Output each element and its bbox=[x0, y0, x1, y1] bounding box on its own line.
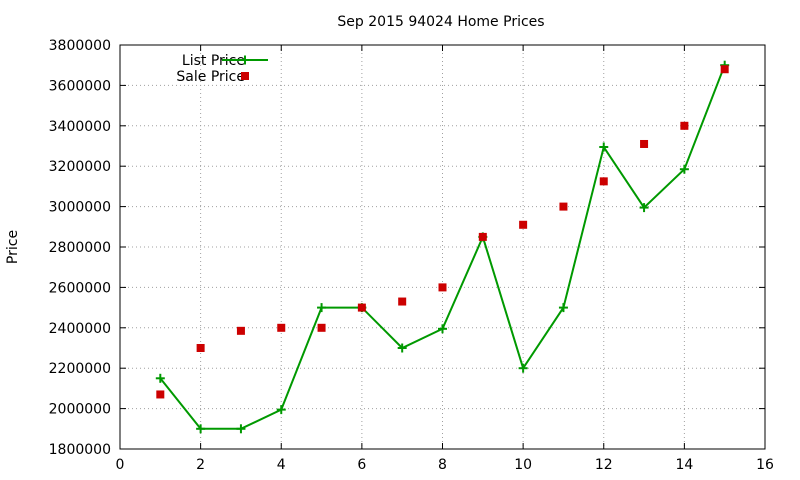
legend-label: Sale Price bbox=[176, 69, 245, 85]
x-tick-label: 0 bbox=[116, 457, 125, 473]
legend-item: List Price bbox=[182, 53, 268, 69]
data-point bbox=[720, 65, 729, 74]
data-point bbox=[558, 303, 568, 313]
data-point bbox=[398, 297, 407, 306]
data-point bbox=[277, 323, 286, 332]
y-tick-label: 3800000 bbox=[49, 38, 111, 54]
series-sale-price bbox=[156, 65, 729, 399]
x-tick-label: 16 bbox=[756, 457, 774, 473]
data-point bbox=[438, 324, 447, 334]
data-point bbox=[559, 202, 568, 211]
data-point bbox=[156, 390, 165, 399]
data-point bbox=[236, 326, 245, 335]
x-tick-label: 12 bbox=[595, 457, 613, 473]
data-point bbox=[438, 283, 447, 292]
legend-marker bbox=[241, 72, 249, 80]
data-point bbox=[357, 303, 366, 312]
y-tick-label: 2200000 bbox=[49, 361, 111, 377]
series-layer bbox=[155, 60, 730, 434]
data-point bbox=[639, 203, 649, 213]
x-tick-label: 6 bbox=[357, 457, 366, 473]
data-point bbox=[679, 164, 689, 174]
data-point bbox=[276, 405, 286, 415]
x-tick-label: 2 bbox=[196, 457, 205, 473]
y-tick-label: 3200000 bbox=[49, 159, 111, 175]
legend-label: List Price bbox=[182, 53, 245, 69]
y-tick-label: 3400000 bbox=[49, 119, 111, 135]
data-point bbox=[640, 139, 649, 148]
data-point bbox=[680, 121, 689, 130]
chart-title: Sep 2015 94024 Home Prices bbox=[337, 14, 544, 30]
x-tick-label: 14 bbox=[675, 457, 693, 473]
y-tick-label: 1800000 bbox=[49, 442, 111, 458]
data-point bbox=[155, 373, 165, 383]
data-point bbox=[397, 343, 407, 353]
y-tick-label: 2400000 bbox=[49, 321, 111, 337]
x-tick-label: 10 bbox=[514, 457, 532, 473]
data-point bbox=[196, 424, 206, 434]
data-point bbox=[599, 177, 608, 186]
data-point bbox=[317, 303, 327, 313]
y-tick-label: 3000000 bbox=[49, 200, 111, 216]
x-tick-label: 4 bbox=[277, 457, 286, 473]
x-tick-label: 8 bbox=[438, 457, 447, 473]
data-point bbox=[478, 232, 487, 241]
y-tick-label: 3600000 bbox=[49, 78, 111, 94]
y-tick-label: 2800000 bbox=[49, 240, 111, 256]
axis-ticks: 0 2 4 6 8 10 12 14 16 1800000 2000000 2200000 240000… bbox=[49, 38, 774, 473]
grid-lines bbox=[120, 45, 765, 449]
legend-item: Sale Price bbox=[176, 69, 249, 85]
data-point bbox=[236, 424, 246, 434]
data-point bbox=[599, 142, 609, 152]
y-tick-label: 2600000 bbox=[49, 280, 111, 296]
data-point bbox=[317, 323, 326, 332]
data-point bbox=[518, 363, 528, 373]
data-point bbox=[519, 220, 528, 229]
data-point bbox=[196, 344, 205, 352]
y-tick-label: 2000000 bbox=[49, 402, 111, 418]
legend-marker bbox=[240, 55, 250, 65]
y-axis-label: Price bbox=[5, 230, 21, 264]
